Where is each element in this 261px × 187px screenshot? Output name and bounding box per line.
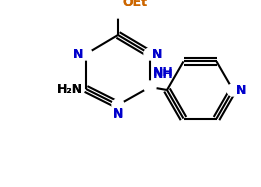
Text: N: N: [152, 47, 162, 61]
Text: H₂N: H₂N: [57, 82, 83, 96]
Text: OEt: OEt: [122, 0, 147, 9]
Text: NH: NH: [153, 68, 174, 81]
Circle shape: [112, 99, 124, 111]
Text: N: N: [152, 47, 162, 61]
Text: N: N: [73, 47, 83, 61]
Text: N: N: [236, 84, 246, 96]
Text: H₂N: H₂N: [57, 82, 83, 96]
Circle shape: [112, 6, 124, 18]
Text: OEt: OEt: [122, 0, 147, 9]
Text: N: N: [113, 107, 123, 120]
Circle shape: [227, 84, 239, 96]
Text: N: N: [236, 84, 246, 96]
Circle shape: [80, 48, 92, 60]
Text: NH: NH: [153, 66, 174, 79]
Text: N: N: [113, 108, 123, 121]
Circle shape: [144, 48, 156, 60]
Text: N: N: [73, 47, 83, 61]
Circle shape: [144, 81, 156, 93]
